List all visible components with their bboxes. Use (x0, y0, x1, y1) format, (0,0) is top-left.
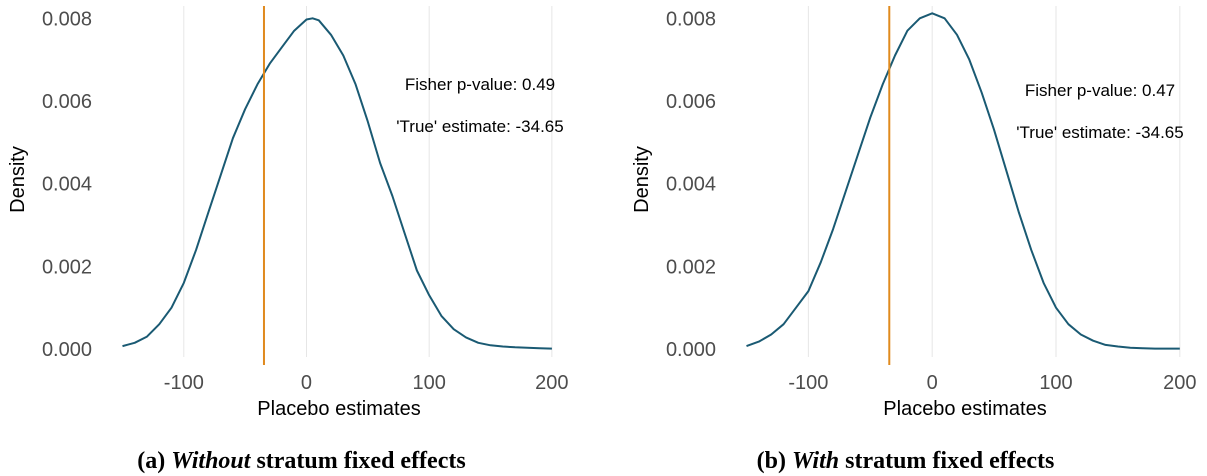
density-plot-b: 0.000 0.002 0.004 0.006 0.008 -100 0 100 200 Plac… (631, 6, 1196, 420)
panel-a: 0.000 0.002 0.004 0.006 0.008 -100 0 100 200 Plac… (0, 0, 603, 476)
panel-b: 0.000 0.002 0.004 0.006 0.008 -100 0 100 200 Plac… (604, 0, 1207, 476)
x-tick-label: 100 (1039, 372, 1072, 394)
x-tick-label: 100 (412, 372, 445, 394)
x-axis-title: Placebo estimates (257, 398, 420, 420)
density-curve (746, 12, 1180, 350)
caption-text: stratum fixed effects (256, 448, 466, 474)
caption-emphasis: With (791, 448, 840, 474)
y-tick-label: 0.000 (42, 339, 92, 361)
y-axis-title: Density (631, 146, 653, 213)
x-tick-label: 200 (535, 372, 568, 394)
caption-label: (a) (137, 448, 166, 474)
caption-label: (b) (756, 448, 786, 474)
y-axis-title: Density (7, 146, 29, 213)
x-tick-label: 0 (927, 372, 938, 394)
x-tick-label: -100 (164, 372, 204, 394)
fisher-p-value-annotation: Fisher p-value: 0.47 (1025, 81, 1175, 100)
x-tick-label: 0 (301, 372, 312, 394)
caption-emphasis: Without (171, 448, 251, 474)
x-tick-label: 200 (1163, 372, 1196, 394)
y-tick-label: 0.006 (42, 91, 92, 113)
y-tick-label: 0.006 (666, 91, 716, 113)
y-tick-label: 0.008 (666, 8, 716, 30)
density-plot-a: 0.000 0.002 0.004 0.006 0.008 -100 0 100 200 Plac… (7, 6, 569, 420)
x-axis-title: Placebo estimates (883, 398, 1046, 420)
y-tick-label: 0.002 (42, 256, 92, 278)
caption-a: (a) Without stratum fixed effects (0, 448, 603, 475)
true-estimate-annotation: 'True' estimate: -34.65 (1016, 123, 1183, 142)
density-curve (122, 17, 552, 350)
y-tick-label: 0.008 (42, 8, 92, 30)
y-tick-label: 0.002 (666, 256, 716, 278)
true-estimate-annotation: 'True' estimate: -34.65 (396, 117, 563, 136)
y-tick-label: 0.000 (666, 339, 716, 361)
x-tick-label: -100 (788, 372, 828, 394)
fisher-p-value-annotation: Fisher p-value: 0.49 (405, 75, 555, 94)
y-tick-label: 0.004 (666, 174, 716, 196)
y-tick-label: 0.004 (42, 174, 92, 196)
caption-text: stratum fixed effects (845, 448, 1055, 474)
caption-b: (b) With stratum fixed effects (604, 448, 1207, 475)
